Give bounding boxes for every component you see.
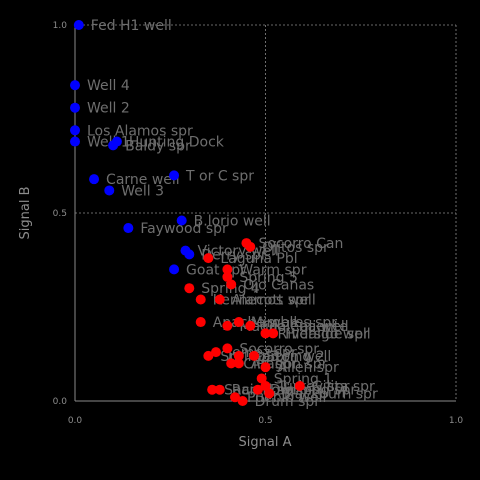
data-point-0-8 [169,170,180,181]
point-label-0-5: Baldy spr [125,138,191,154]
data-point-1-27 [214,384,225,395]
point-label-0-12: Victory well [197,244,278,260]
point-label-0-6: Hunting Dock [129,135,225,151]
data-point-1-8 [195,294,206,305]
point-label-0-0: Fed H1 well [91,18,172,34]
point-label-1-18: Garton well [251,349,331,365]
point-label-1-0: Socorro Can [258,236,343,252]
point-label-1-12: Riverside spr [278,326,370,342]
data-point-1-15 [222,343,233,354]
point-label-0-7: Carne well [106,172,180,188]
data-point-0-11 [123,223,134,234]
point-label-1-31: Blackburn spr [281,386,378,402]
data-point-1-23 [256,373,267,384]
y-tick-label-1: 0.5 [53,209,67,219]
y-axis-label: Signal B [18,187,33,240]
point-label-0-9: Well 3 [121,183,164,199]
data-point-1-31 [264,388,275,399]
tick-labels: 0.0 0.5 1.0 0.0 0.5 1.0 [53,21,464,426]
point-label-1-4: Spring 5 [239,270,298,286]
data-point-1-18 [233,350,244,361]
point-label-1-13: Hidalgo well [285,326,371,342]
point-label-1-11: Ojo Caliente [262,319,348,335]
x-tick-label-0: 0.0 [68,416,83,426]
point-label-0-3: Los Alamos spr [87,123,193,139]
x-axis-label: Signal A [239,435,292,450]
data-point-0-14 [169,264,180,275]
point-label-1-5: Ojo Canas [243,277,314,293]
data-point-1-24 [294,380,305,391]
data-point-1-25 [260,380,271,391]
data-points [70,20,305,406]
data-point-1-9 [195,317,206,328]
data-point-1-12 [260,328,271,339]
data-point-0-10 [176,215,187,226]
data-point-1-1 [245,241,256,252]
data-point-1-14 [222,320,233,331]
point-label-1-10: Mimbres spr [251,315,337,331]
data-point-1-20 [226,358,237,369]
point-label-1-19: Spring 2 [266,349,325,365]
point-label-1-2: Laguna Pbl [220,251,297,267]
point-label-1-9: Apache well [213,315,298,331]
point-label-1-25: Turkey spr [277,379,350,395]
data-point-1-13 [268,328,279,339]
data-point-1-3 [222,264,233,275]
data-point-1-30 [252,384,263,395]
point-label-0-4: Well 1 [87,135,130,151]
point-label-1-3: Warm spr [239,262,306,278]
data-point-0-4 [70,136,80,147]
point-label-0-11: Faywood spr [140,221,228,237]
data-point-1-28 [230,392,241,403]
data-point-1-5 [226,279,237,290]
data-point-0-9 [104,185,115,196]
data-point-0-0 [73,20,84,30]
data-point-1-22 [260,362,271,373]
data-point-1-29 [237,396,248,406]
point-label-1-24: Gilita spr [312,379,375,395]
data-point-1-16 [210,347,221,358]
data-point-1-11 [245,320,256,331]
point-label-1-15: Socorro spr [239,341,319,357]
point-label-0-10: B.lorio well [194,214,271,230]
point-label-1-23: Spring 1 [274,371,333,387]
data-point-0-1 [70,80,80,91]
point-label-1-14: Magdalena well [239,319,348,335]
point-label-1-30: Dripping spr [270,383,356,399]
data-point-1-10 [233,317,244,328]
point-label-1-22: Allen spr [278,360,339,376]
x-tick-label-1: 0.5 [258,416,272,426]
data-point-1-19 [249,350,260,361]
point-label-1-20: Cliff spr [243,356,297,372]
data-point-1-4 [222,271,233,282]
data-point-1-17 [203,350,214,361]
point-label-1-1: Ojitos spr [262,240,329,256]
y-tick-label-0: 0.0 [53,397,68,407]
data-point-0-13 [184,249,195,260]
grid [75,24,457,401]
data-point-1-21 [233,358,244,369]
data-point-1-2 [203,253,214,264]
data-point-1-7 [214,294,225,305]
data-point-0-6 [111,136,122,147]
data-point-0-3 [70,125,80,136]
y-tick-label-2: 1.0 [53,21,68,31]
point-label-0-2: Well 2 [87,101,130,117]
point-label-1-8: Kennecott well [213,292,316,308]
data-point-0-7 [89,174,100,185]
data-point-1-26 [207,384,218,395]
point-label-0-1: Well 4 [87,78,130,94]
x-tick-label-2: 1.0 [449,416,464,426]
data-point-0-2 [70,102,80,113]
point-label-1-16: Jemez spr [227,345,297,361]
data-point-1-6 [184,283,195,294]
point-label-0-8: T or C spr [185,168,254,184]
point-label-1-7: Alamos spr [232,292,310,308]
